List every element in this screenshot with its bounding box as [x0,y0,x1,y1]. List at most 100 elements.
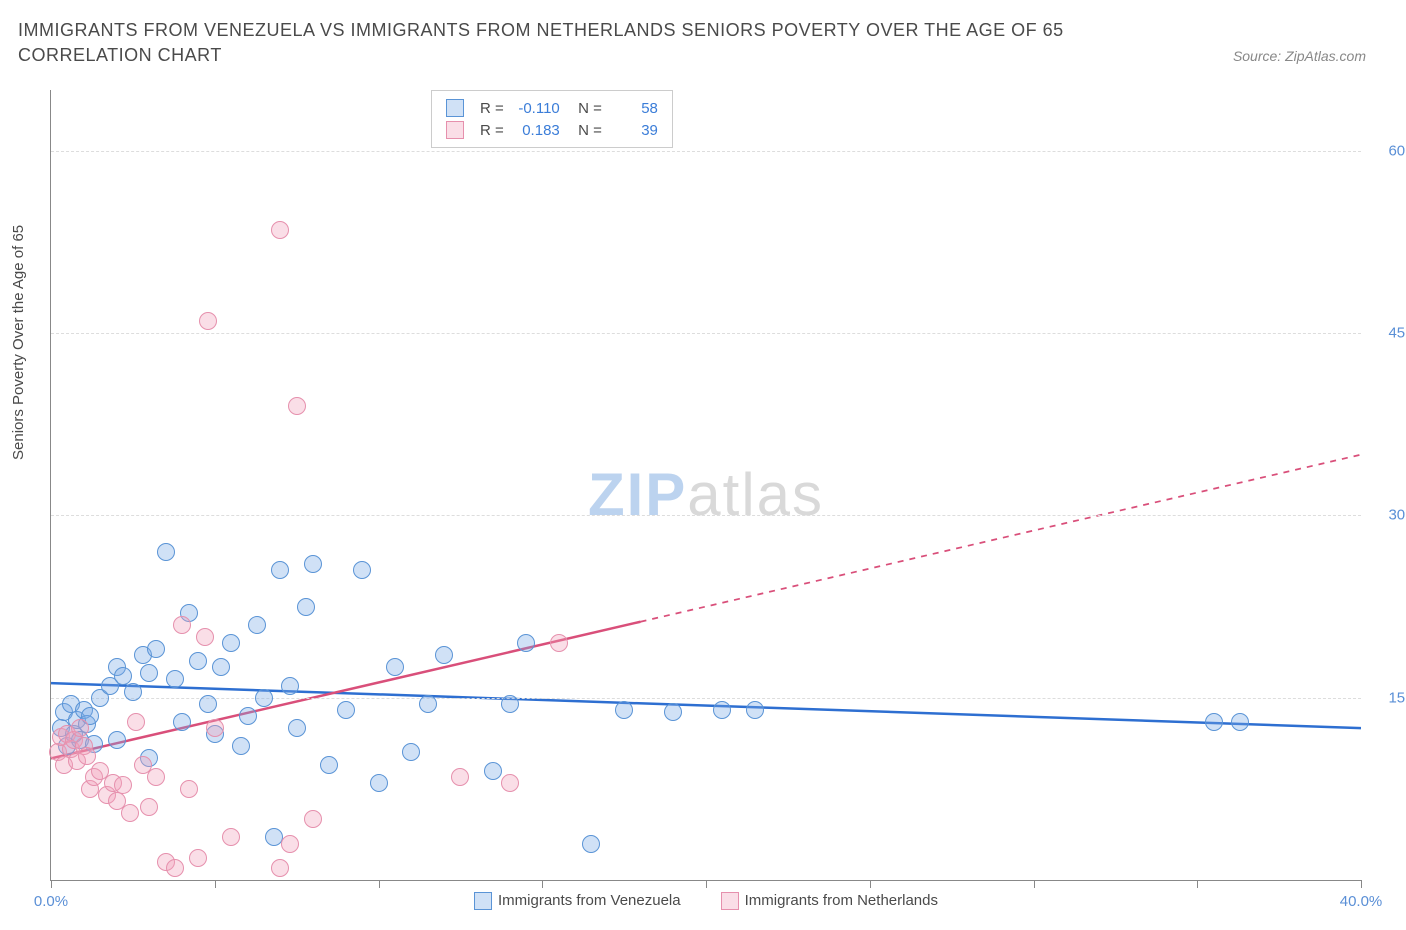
data-point [370,774,388,792]
data-point [271,561,289,579]
data-point [288,719,306,737]
data-point [265,828,283,846]
watermark: ZIPatlas [588,460,824,529]
r-value-netherlands: 0.183 [514,122,560,139]
data-point [173,616,191,634]
data-point [147,768,165,786]
gridline [51,333,1361,334]
correlation-legend: R = -0.110 N = 58 R = 0.183 N = 39 [431,90,673,148]
data-point [386,658,404,676]
source-attribution: Source: ZipAtlas.com [1233,48,1366,64]
data-point [501,695,519,713]
data-point [248,616,266,634]
data-point [166,670,184,688]
data-point [78,747,96,765]
y-tick-label: 30.0% [1371,507,1406,524]
legend-row-venezuela: R = -0.110 N = 58 [446,97,658,119]
x-tick [542,880,543,888]
data-point [1231,713,1249,731]
legend-row-netherlands: R = 0.183 N = 39 [446,119,658,141]
data-point [239,707,257,725]
y-tick-label: 15.0% [1371,689,1406,706]
data-point [304,555,322,573]
data-point [304,810,322,828]
data-point [206,719,224,737]
data-point [419,695,437,713]
data-point [288,397,306,415]
legend-item-netherlands: Immigrants from Netherlands [721,892,938,910]
data-point [582,835,600,853]
r-label: R = [480,100,504,117]
data-point [271,221,289,239]
data-point [664,703,682,721]
data-point [517,634,535,652]
data-point [281,835,299,853]
swatch-venezuela [446,99,464,117]
data-point [180,780,198,798]
data-point [196,628,214,646]
data-point [297,598,315,616]
data-point [255,689,273,707]
watermark-zip: ZIP [588,461,687,528]
n-value-netherlands: 39 [612,122,658,139]
n-label: N = [570,122,602,139]
trend-lines [51,90,1361,880]
data-point [166,859,184,877]
data-point [124,683,142,701]
chart-area: ZIPatlas R = -0.110 N = 58 R = 0.183 N =… [50,90,1361,881]
series-legend: Immigrants from Venezuela Immigrants fro… [474,892,938,910]
data-point [501,774,519,792]
gridline [51,151,1361,152]
n-value-venezuela: 58 [612,100,658,117]
data-point [140,664,158,682]
data-point [435,646,453,664]
r-label: R = [480,122,504,139]
swatch-netherlands [446,121,464,139]
swatch-netherlands [721,892,739,910]
x-tick [215,880,216,888]
data-point [71,719,89,737]
data-point [713,701,731,719]
gridline [51,698,1361,699]
r-value-venezuela: -0.110 [514,100,560,117]
x-tick [870,880,871,888]
x-tick [1361,880,1362,888]
data-point [212,658,230,676]
n-label: N = [570,100,602,117]
data-point [746,701,764,719]
gridline [51,515,1361,516]
data-point [199,695,217,713]
y-tick-label: 45.0% [1371,325,1406,342]
data-point [114,776,132,794]
x-tick [706,880,707,888]
data-point [189,652,207,670]
x-tick [379,880,380,888]
data-point [337,701,355,719]
data-point [402,743,420,761]
data-point [222,634,240,652]
data-point [222,828,240,846]
data-point [320,756,338,774]
legend-item-venezuela: Immigrants from Venezuela [474,892,681,910]
data-point [108,731,126,749]
data-point [157,543,175,561]
data-point [147,640,165,658]
y-tick-label: 60.0% [1371,142,1406,159]
data-point [615,701,633,719]
data-point [484,762,502,780]
data-point [127,713,145,731]
data-point [271,859,289,877]
data-point [353,561,371,579]
data-point [121,804,139,822]
data-point [281,677,299,695]
data-point [232,737,250,755]
data-point [1205,713,1223,731]
data-point [189,849,207,867]
legend-label-netherlands: Immigrants from Netherlands [745,892,938,909]
data-point [173,713,191,731]
x-tick-label: 40.0% [1340,893,1383,910]
data-point [550,634,568,652]
x-tick [1034,880,1035,888]
watermark-atlas: atlas [687,461,824,528]
legend-label-venezuela: Immigrants from Venezuela [498,892,681,909]
